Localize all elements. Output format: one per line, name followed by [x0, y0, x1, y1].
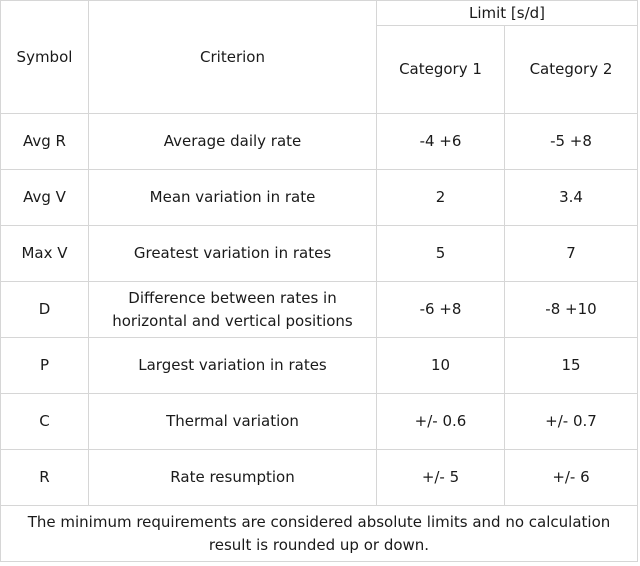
footnote-text: The minimum requirements are considered … [0, 505, 638, 562]
cell-symbol: R [0, 449, 89, 506]
cell-symbol: D [0, 281, 89, 338]
table-row: D Difference between rates in horizontal… [0, 281, 638, 338]
cell-criterion: Average daily rate [88, 113, 377, 170]
header-symbol: Symbol [0, 0, 89, 114]
cell-criterion: Largest variation in rates [88, 337, 377, 394]
cell-criterion: Rate resumption [88, 449, 377, 506]
cell-symbol: Avg V [0, 169, 89, 226]
cell-category-1: +/- 0.6 [376, 393, 505, 450]
cell-category-2: 3.4 [504, 169, 638, 226]
cell-category-1: 10 [376, 337, 505, 394]
table-row: R Rate resumption +/- 5 +/- 6 [0, 449, 638, 506]
cell-category-1: 5 [376, 225, 505, 282]
table-row: Avg R Average daily rate -4 +6 -5 +8 [0, 113, 638, 170]
table-row: Max V Greatest variation in rates 5 7 [0, 225, 638, 282]
cell-criterion: Thermal variation [88, 393, 377, 450]
cell-symbol: C [0, 393, 89, 450]
cell-symbol: Avg R [0, 113, 89, 170]
cell-symbol: P [0, 337, 89, 394]
header-category-1: Category 1 [376, 25, 505, 114]
table-row: Avg V Mean variation in rate 2 3.4 [0, 169, 638, 226]
cell-category-2: 15 [504, 337, 638, 394]
cell-criterion: Greatest variation in rates [88, 225, 377, 282]
cell-category-2: +/- 6 [504, 449, 638, 506]
cell-criterion: Difference between rates in horizontal a… [88, 281, 377, 338]
cell-category-2: +/- 0.7 [504, 393, 638, 450]
cell-criterion: Mean variation in rate [88, 169, 377, 226]
cell-category-2: -8 +10 [504, 281, 638, 338]
table-header: Symbol Criterion Limit [s/d] Category 1 … [0, 0, 638, 114]
cell-category-2: 7 [504, 225, 638, 282]
header-category-2: Category 2 [504, 25, 638, 114]
cell-category-1: +/- 5 [376, 449, 505, 506]
table-row: P Largest variation in rates 10 15 [0, 337, 638, 394]
table-row: C Thermal variation +/- 0.6 +/- 0.7 [0, 393, 638, 450]
cell-category-1: 2 [376, 169, 505, 226]
header-limit: Limit [s/d] [376, 0, 638, 26]
cell-category-1: -6 +8 [376, 281, 505, 338]
cell-symbol: Max V [0, 225, 89, 282]
header-criterion: Criterion [88, 0, 377, 114]
cell-category-1: -4 +6 [376, 113, 505, 170]
cell-category-2: -5 +8 [504, 113, 638, 170]
footnote-row: The minimum requirements are considered … [0, 505, 638, 562]
